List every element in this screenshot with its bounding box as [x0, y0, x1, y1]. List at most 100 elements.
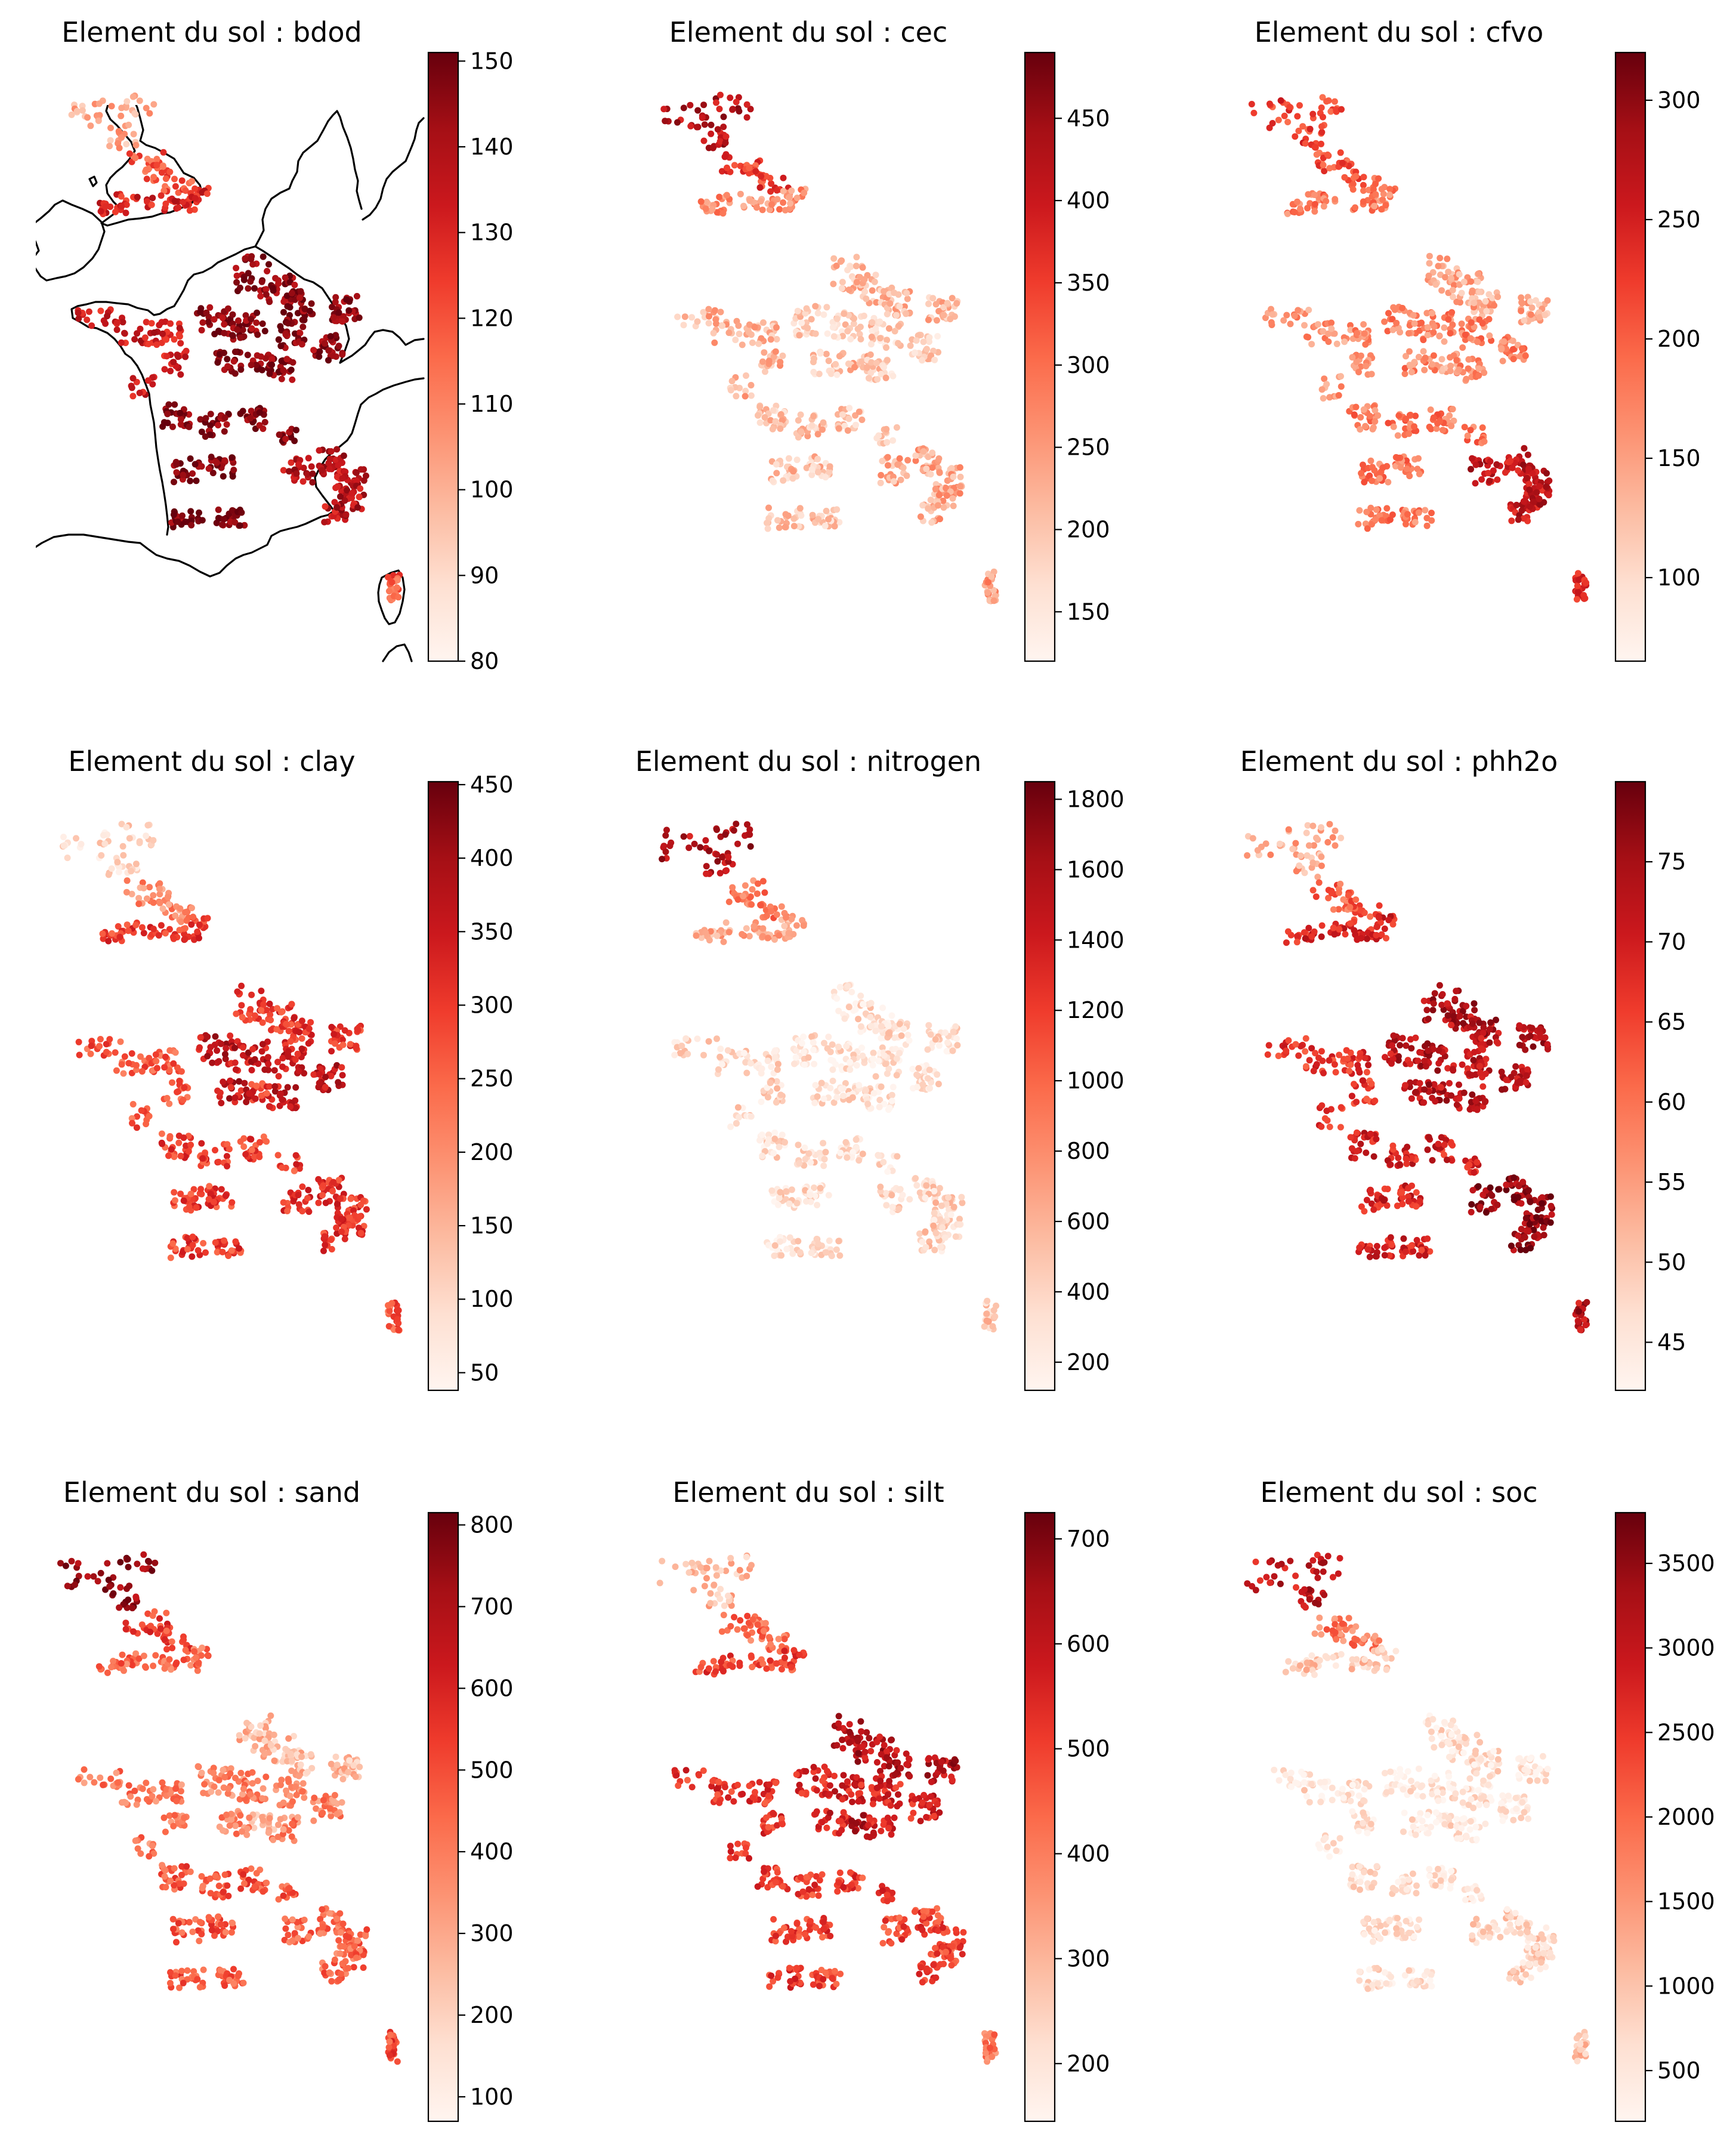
sample-point — [931, 1247, 938, 1254]
sample-point — [1448, 1022, 1455, 1029]
sample-point — [713, 209, 721, 216]
sample-point — [771, 1136, 779, 1143]
sample-point — [990, 1307, 997, 1314]
sample-point — [830, 280, 837, 288]
sample-point — [875, 432, 882, 439]
sample-point — [1284, 928, 1292, 935]
sample-point — [171, 511, 177, 518]
sample-point — [173, 469, 180, 476]
sample-point — [248, 1136, 255, 1143]
sample-point — [145, 377, 152, 384]
colorbar-tick-label: 350 — [470, 918, 514, 945]
sample-point — [927, 471, 934, 478]
sample-point — [937, 1244, 944, 1251]
sample-point — [1487, 458, 1494, 465]
sample-point — [283, 356, 291, 363]
sample-point — [727, 387, 734, 394]
sample-point — [1337, 383, 1345, 390]
sample-point — [956, 1221, 963, 1228]
sample-point — [826, 468, 833, 476]
sample-point — [239, 1014, 246, 1021]
sample-point — [356, 1213, 363, 1220]
sample-point — [1284, 119, 1292, 125]
sample-point — [338, 1228, 345, 1235]
sample-point — [251, 1012, 258, 1019]
sample-point — [1437, 1084, 1444, 1091]
sample-point — [884, 337, 891, 344]
colorbar-tick-label: 250 — [1657, 206, 1701, 233]
sample-point — [777, 411, 784, 418]
sample-point — [818, 1079, 825, 1087]
sample-point — [257, 292, 264, 300]
sample-point — [1302, 935, 1309, 942]
colorbar-tick-label: 1600 — [1067, 856, 1125, 883]
sample-point — [270, 287, 277, 294]
sample-point — [1390, 1032, 1397, 1039]
sample-point — [719, 210, 727, 217]
sample-point — [196, 509, 202, 516]
sample-point — [105, 871, 112, 878]
sample-point — [779, 352, 786, 359]
sample-point — [839, 411, 846, 418]
sample-point — [736, 331, 743, 338]
sample-point — [858, 417, 866, 423]
sample-point — [346, 1214, 353, 1221]
sample-point — [733, 393, 740, 400]
sample-point — [713, 826, 720, 833]
sample-point — [1418, 319, 1425, 326]
sample-point — [739, 931, 746, 938]
sample-point — [143, 166, 150, 173]
sample-point — [182, 353, 189, 360]
sample-point — [1248, 101, 1255, 107]
sample-point — [341, 497, 348, 504]
sample-point — [1352, 896, 1360, 903]
sample-point — [717, 1045, 724, 1053]
sample-point — [1406, 412, 1413, 419]
sample-point — [746, 197, 753, 204]
sample-point — [758, 1099, 765, 1105]
sample-point — [850, 320, 857, 327]
sample-point — [702, 837, 709, 844]
sample-point — [1376, 902, 1383, 909]
sample-point — [1431, 990, 1438, 997]
sample-point — [783, 1245, 790, 1252]
sample-point — [1422, 354, 1429, 362]
sample-point — [767, 417, 774, 424]
sample-point — [807, 1192, 814, 1199]
sample-point — [1372, 516, 1379, 523]
sample-point — [1376, 475, 1383, 482]
sample-point — [909, 1066, 916, 1072]
sample-point — [808, 471, 816, 479]
sample-point — [788, 915, 795, 923]
sample-point — [171, 479, 177, 486]
sample-point — [1268, 319, 1275, 326]
sample-point — [694, 107, 702, 114]
sample-point — [186, 207, 193, 214]
sample-point — [229, 311, 236, 318]
sample-point — [246, 1090, 253, 1097]
sample-point — [725, 898, 733, 905]
sample-point — [723, 867, 730, 874]
sample-point — [1426, 424, 1433, 430]
sample-point — [1355, 520, 1362, 527]
sample-point — [237, 410, 244, 417]
sample-point — [820, 419, 827, 426]
sample-point — [833, 315, 841, 322]
sample-point — [129, 93, 137, 100]
sample-point — [876, 335, 884, 342]
sample-point — [207, 422, 214, 429]
sample-point — [306, 307, 313, 314]
sample-point — [755, 412, 761, 419]
sample-point — [88, 322, 95, 329]
sample-point — [248, 316, 255, 323]
sample-point — [727, 1123, 734, 1130]
sample-point — [780, 187, 787, 195]
sample-point — [340, 452, 347, 459]
sample-point — [932, 1230, 940, 1236]
sample-point — [821, 522, 829, 529]
sample-point — [809, 511, 816, 519]
sample-point — [1291, 312, 1298, 319]
sample-point — [747, 843, 754, 850]
coastline — [88, 175, 98, 187]
sample-point — [136, 390, 143, 396]
